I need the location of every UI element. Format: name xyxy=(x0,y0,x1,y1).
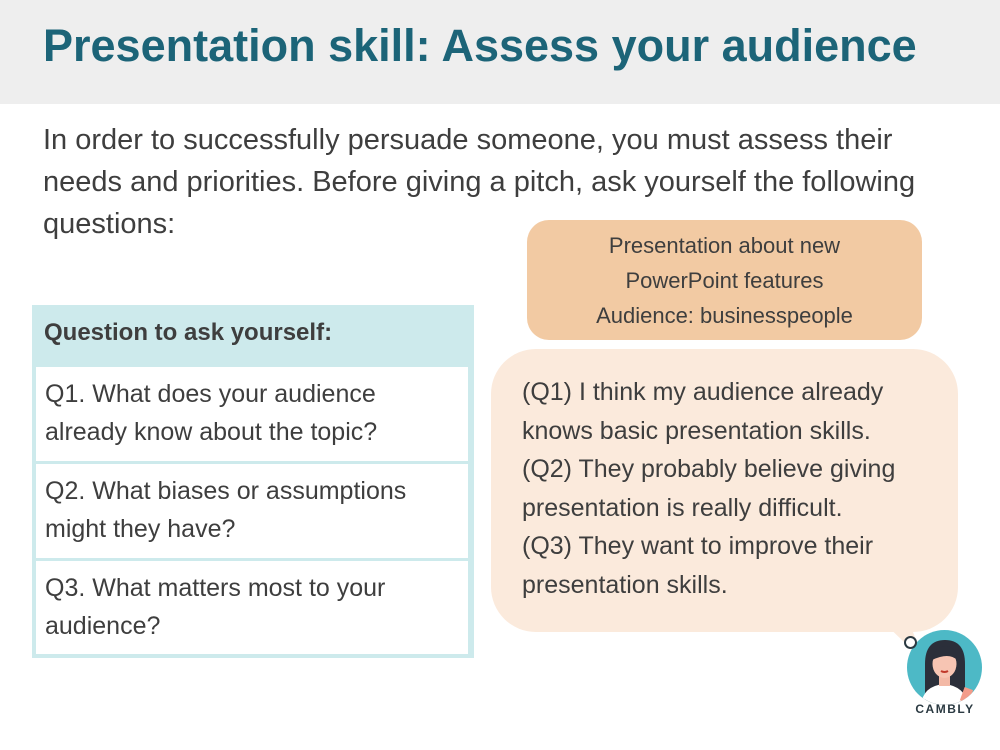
question-row-2: Q2. What biases or assumptions might the… xyxy=(36,464,468,558)
answer-line-1: (Q1) I think my audience already xyxy=(522,378,884,406)
topic-box: Presentation about new PowerPoint featur… xyxy=(527,220,922,340)
header-banner: Presentation skill: Assess your audience xyxy=(0,0,1000,104)
bubble-connector-dot xyxy=(904,636,917,649)
answer-line-2: knows basic presentation skills. xyxy=(522,416,871,445)
answer-line-3: (Q2) They probably believe giving xyxy=(522,455,896,483)
page-title: Presentation skill: Assess your audience xyxy=(43,20,917,71)
avatar xyxy=(907,630,982,705)
questions-heading: Question to ask yourself: xyxy=(44,319,333,346)
brand-logo-text: CAMBLY xyxy=(915,702,975,716)
topic-line-3: Audience: businesspeople xyxy=(596,303,853,328)
answer-line-5: (Q3) They want to improve their xyxy=(522,532,874,560)
questions-table: Question to ask yourself: Q1. What does … xyxy=(32,305,474,658)
question-1-line-1: Q1. What does your audience xyxy=(45,380,376,408)
question-row-3: Q3. What matters most to your audience? xyxy=(36,561,468,654)
question-row-1: Q1. What does your audience already know… xyxy=(36,367,468,461)
topic-line-1: Presentation about new xyxy=(608,233,841,258)
question-3-line-1: Q3. What matters most to your xyxy=(45,574,386,602)
question-2-line-1: Q2. What biases or assumptions xyxy=(45,477,407,505)
question-1-line-2: already know about the topic? xyxy=(45,418,378,446)
intro-paragraph: In order to successfully persuade someon… xyxy=(43,124,916,240)
topic-line-2: PowerPoint features xyxy=(625,268,824,293)
question-3-line-2: audience? xyxy=(45,612,161,640)
woman-avatar-icon xyxy=(921,640,974,705)
answer-line-6: presentation skills. xyxy=(522,570,728,599)
answer-line-4: presentation is really difficult. xyxy=(522,493,843,522)
question-2-line-2: might they have? xyxy=(45,515,236,543)
answer-speech-bubble: (Q1) I think my audience already knows b… xyxy=(491,349,958,632)
